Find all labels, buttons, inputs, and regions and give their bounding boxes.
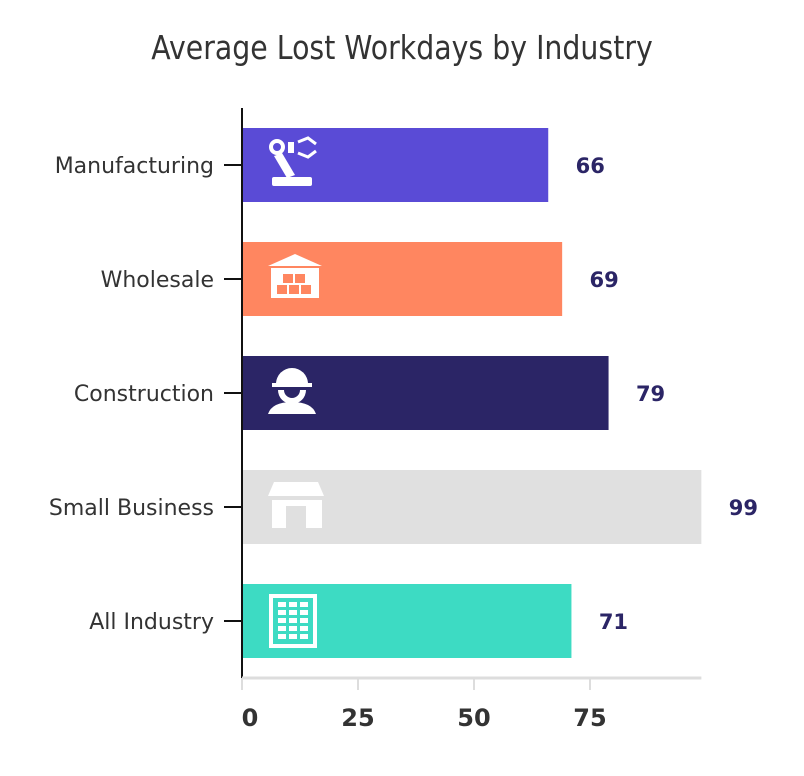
x-tick-label: 75 <box>573 704 606 732</box>
bar-construction <box>243 356 609 430</box>
storefront-icon <box>268 482 324 528</box>
chart-title: Average Lost Workdays by Industry <box>151 28 653 67</box>
value-label: 71 <box>599 610 628 634</box>
category-label: Small Business <box>49 496 214 521</box>
office-building-icon <box>269 594 317 648</box>
x-tick-label: 0 <box>242 704 259 732</box>
category-label: All Industry <box>89 610 214 635</box>
bar-manufacturing <box>243 128 549 202</box>
category-label: Wholesale <box>101 268 214 293</box>
value-label: 66 <box>576 154 605 178</box>
construction-worker-icon <box>268 368 316 414</box>
x-tick-label: 50 <box>457 704 490 732</box>
x-tick-label: 25 <box>341 704 374 732</box>
warehouse-icon <box>268 254 322 298</box>
category-label: Manufacturing <box>55 154 214 179</box>
value-label: 99 <box>729 496 758 520</box>
value-label: 69 <box>590 268 619 292</box>
category-label: Construction <box>74 382 214 407</box>
robot-arm-icon <box>269 136 317 186</box>
value-label: 79 <box>636 382 665 406</box>
